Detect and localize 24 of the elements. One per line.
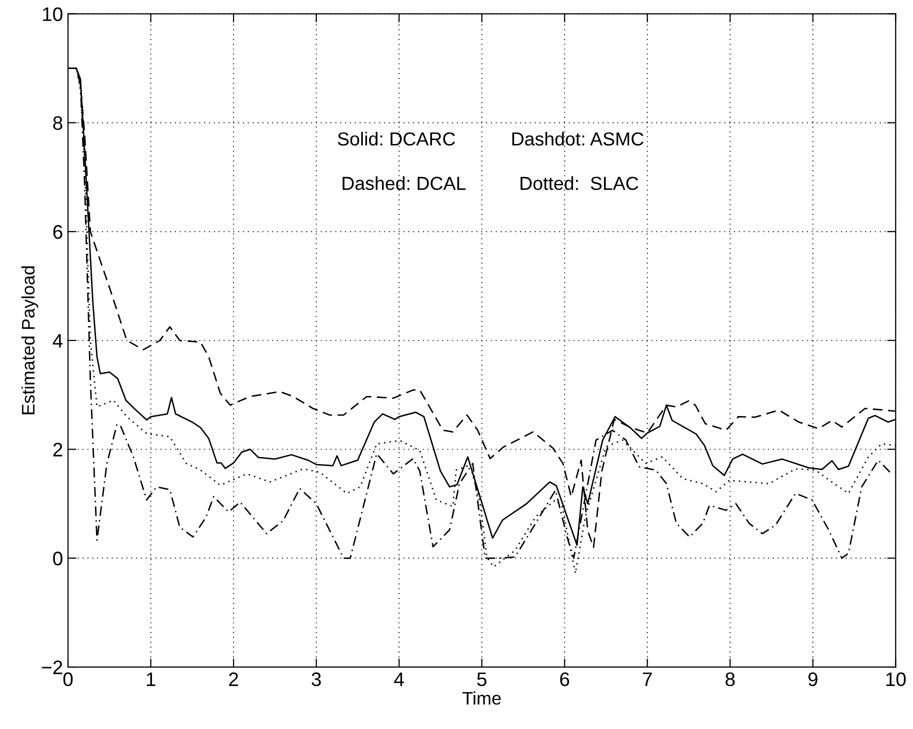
x-tick-label: 6: [560, 672, 570, 686]
y-tick-label: −2: [42, 660, 62, 674]
y-tick-label: 10: [43, 7, 62, 22]
x-tick-label: 0: [63, 672, 73, 686]
x-axis-title: Time: [462, 691, 501, 705]
x-tick-label: 4: [394, 672, 404, 686]
y-tick-label: 8: [53, 116, 62, 130]
annotation: Solid: DCARC: [338, 132, 456, 146]
y-axis-title: Estimated Payload: [21, 266, 38, 414]
x-tick-label: 10: [886, 672, 906, 686]
x-tick-label: 2: [229, 672, 238, 686]
x-tick-label: 9: [808, 672, 818, 686]
annotation: Dashdot: ASMC: [512, 132, 644, 146]
y-tick-label: 2: [53, 442, 62, 456]
y-tick-label: 0: [53, 552, 62, 566]
x-tick-label: 1: [146, 672, 156, 686]
x-tick-label: 8: [726, 672, 735, 686]
x-tick-label: 7: [642, 672, 652, 686]
x-tick-label: 5: [477, 672, 486, 686]
y-tick-label: 4: [52, 334, 63, 348]
y-tick-label: 6: [53, 225, 62, 239]
annotation: Dotted: SLAC: [520, 176, 638, 190]
annotation: Dashed: DCAL: [342, 176, 466, 190]
x-tick-label: 3: [312, 672, 321, 686]
